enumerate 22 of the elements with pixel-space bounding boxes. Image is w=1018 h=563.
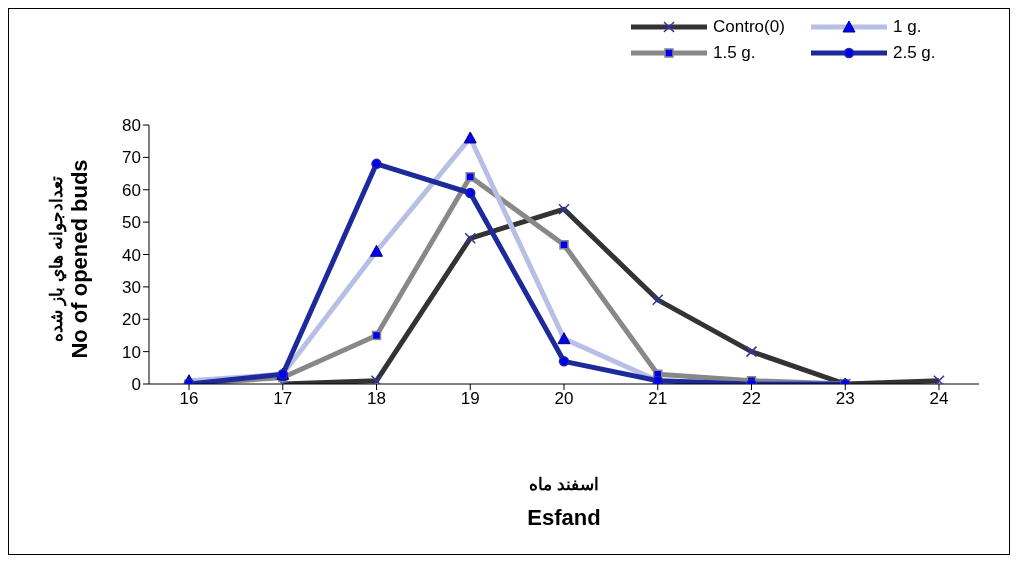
y-tick-label: 70 [122, 148, 141, 168]
legend-label: 1 g. [893, 17, 922, 37]
legend-label: 1.5 g. [713, 43, 756, 63]
y-tick-label: 60 [122, 180, 141, 200]
x-tick-label: 17 [273, 389, 293, 409]
x-tick-label: 18 [367, 389, 386, 409]
x-tick-label: 24 [929, 389, 949, 409]
y-tick-label: 0 [131, 375, 141, 395]
y-tick-label: 80 [122, 116, 141, 136]
y-tick-label: 10 [122, 342, 141, 362]
y-tick-label: 30 [122, 277, 141, 297]
y-tick-label: 40 [122, 245, 141, 265]
y-tick-label: 50 [122, 213, 141, 233]
legend-label: 2.5 g. [893, 43, 936, 63]
y-tick-label: 20 [122, 310, 141, 330]
x-tick-label: 16 [179, 389, 199, 409]
x-tick-label: 21 [648, 389, 668, 409]
x-tick-label: 19 [460, 389, 480, 409]
legend-label: Contro(0) [713, 17, 785, 37]
x-tick-label: 23 [835, 389, 855, 409]
x-tick-label: 20 [554, 389, 574, 409]
x-tick-label: 22 [742, 389, 761, 409]
